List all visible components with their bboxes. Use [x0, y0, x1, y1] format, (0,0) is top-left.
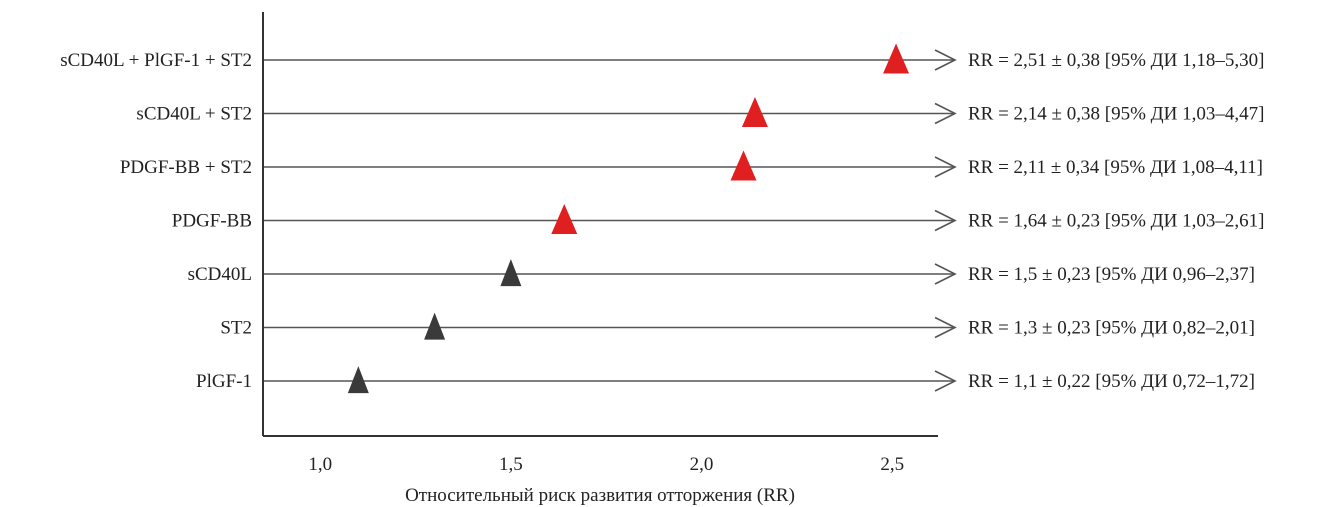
- arrowhead-icon: [934, 370, 957, 392]
- row-label: PlGF-1: [196, 371, 252, 392]
- row-label: PDGF-BB + ST2: [120, 157, 252, 178]
- x-axis-label: Относительный риск развития отторжения (…: [405, 485, 795, 506]
- rr-annotation: RR = 1,5 ± 0,23 [95% ДИ 0,96–2,37]: [968, 264, 1255, 285]
- arrowhead-icon: [934, 263, 957, 285]
- arrowhead-icon: [934, 316, 957, 339]
- row-label: sCD40L + PlGF-1 + ST2: [60, 50, 252, 71]
- rr-annotation: RR = 1,64 ± 0,23 [95% ДИ 1,03–2,61]: [968, 211, 1264, 232]
- forest-row: sCD40L + PlGF-1 + ST2 RR = 2,51 ± 0,38 [9…: [60, 43, 1264, 74]
- data-point-triangle: [500, 259, 522, 287]
- arrowhead-icon: [934, 102, 957, 125]
- rr-annotation: RR = 2,11 ± 0,34 [95% ДИ 1,08–4,11]: [968, 157, 1263, 178]
- arrowhead-icon: [934, 49, 957, 71]
- data-point-triangle: [741, 97, 768, 127]
- x-tick-label: 2,0: [690, 454, 714, 475]
- x-tick-label: 1,0: [308, 454, 332, 475]
- data-point-triangle: [424, 312, 446, 340]
- x-ticks: 1,0 1,5 2,0 2,5: [308, 454, 904, 475]
- data-point-triangle: [347, 366, 369, 394]
- arrowhead-icon: [934, 209, 957, 232]
- rr-annotation: RR = 1,1 ± 0,22 [95% ДИ 0,72–1,72]: [968, 371, 1255, 392]
- rows-layer: sCD40L + PlGF-1 + ST2 RR = 2,51 ± 0,38 [9…: [60, 43, 1264, 394]
- forest-row: PDGF-BB RR = 1,64 ± 0,23 [95% ДИ 1,03–2,6…: [172, 204, 1264, 234]
- forest-row: PDGF-BB + ST2 RR = 2,11 ± 0,34 [95% ДИ 1,…: [120, 150, 1263, 181]
- row-label: sCD40L + ST2: [136, 104, 252, 125]
- forest-row: sCD40L + ST2 RR = 2,14 ± 0,38 [95% ДИ 1,0…: [136, 97, 1264, 127]
- row-label: PDGF-BB: [172, 211, 252, 232]
- data-point-triangle: [551, 204, 578, 234]
- data-point-triangle: [883, 43, 910, 74]
- forest-row: PlGF-1 RR = 1,1 ± 0,22 [95% ДИ 0,72–1,72]: [196, 366, 1255, 394]
- rr-annotation: RR = 1,3 ± 0,23 [95% ДИ 0,82–2,01]: [968, 318, 1255, 339]
- forest-row: sCD40L RR = 1,5 ± 0,23 [95% ДИ 0,96–2,37]: [188, 259, 1255, 287]
- x-tick-label: 2,5: [880, 454, 904, 475]
- forest-row: ST2 RR = 1,3 ± 0,23 [95% ДИ 0,82–2,01]: [220, 312, 1255, 340]
- rr-annotation: RR = 2,51 ± 0,38 [95% ДИ 1,18–5,30]: [968, 50, 1264, 71]
- rr-annotation: RR = 2,14 ± 0,38 [95% ДИ 1,03–4,47]: [968, 104, 1264, 125]
- row-label: ST2: [220, 318, 252, 339]
- x-tick-label: 1,5: [499, 454, 523, 475]
- row-label: sCD40L: [188, 264, 252, 285]
- arrowhead-icon: [934, 156, 957, 178]
- data-point-triangle: [730, 150, 757, 181]
